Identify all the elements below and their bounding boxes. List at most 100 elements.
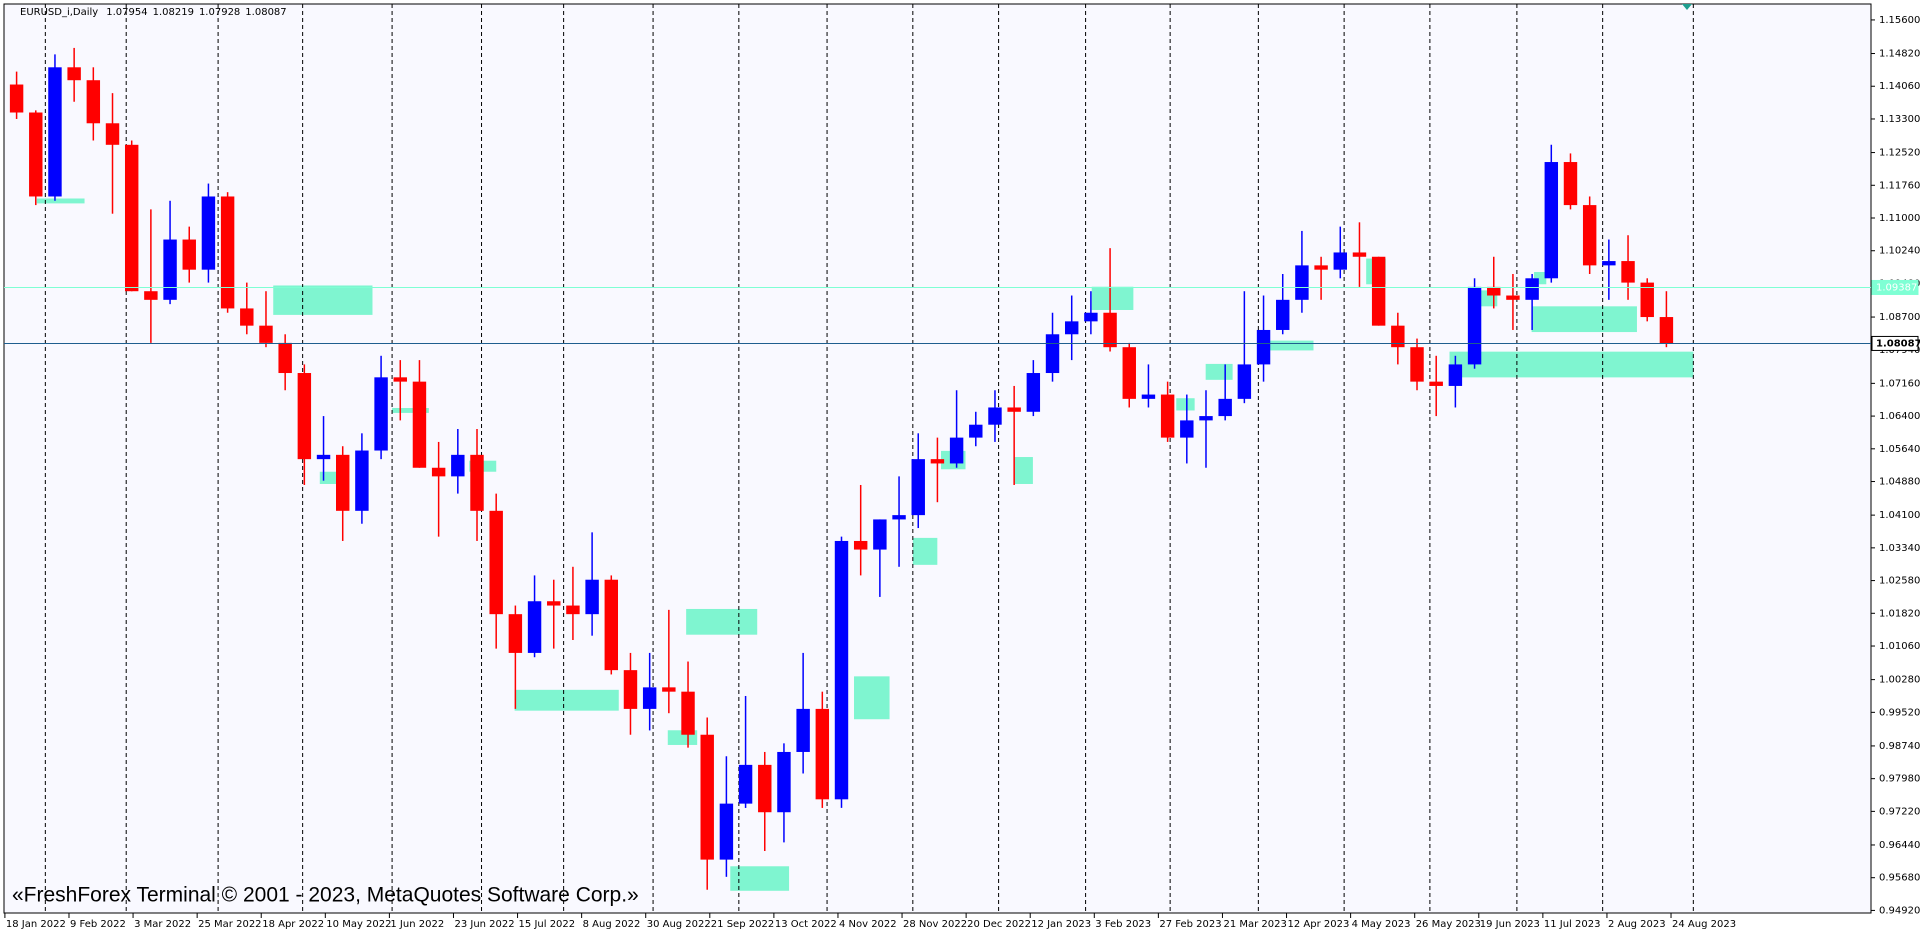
candle-body: [1371, 256, 1386, 326]
x-tick-label: 10 May 2022: [326, 919, 391, 930]
candle-body: [777, 751, 791, 813]
y-tick-label: 1.04100: [1879, 510, 1920, 521]
y-tick-label: 0.99520: [1879, 707, 1920, 718]
zone: [1091, 286, 1134, 310]
zone: [730, 866, 790, 891]
candle-body: [1295, 265, 1309, 300]
y-tick-label: 1.13300: [1879, 114, 1920, 125]
candle-body: [1563, 162, 1578, 206]
candle-body: [163, 239, 177, 300]
candle-body: [182, 239, 196, 270]
candle-body: [738, 764, 753, 804]
candle-body: [1467, 286, 1482, 365]
candle-body: [105, 123, 120, 145]
y-tick-label: 1.10240: [1879, 246, 1920, 257]
x-tick-label: 3 Feb 2023: [1095, 919, 1151, 930]
zone: [1259, 340, 1314, 351]
candle-body: [67, 67, 81, 81]
candle-body: [124, 144, 139, 292]
candle-body: [1160, 394, 1175, 438]
y-tick-label: 1.07160: [1879, 378, 1920, 389]
y-tick-label: 1.03340: [1879, 543, 1920, 554]
candle-body: [86, 80, 101, 124]
x-tick-label: 3 Mar 2022: [134, 919, 191, 930]
ohlc-open: 1.07954: [106, 7, 147, 18]
x-tick-label: 21 Sep 2022: [711, 919, 774, 930]
candle-body: [1487, 286, 1501, 296]
zone: [854, 676, 890, 720]
candle-body: [585, 579, 599, 615]
y-tick-label: 0.98740: [1879, 741, 1920, 752]
ohlc-high: 1.08219: [153, 7, 194, 18]
candle-body: [1525, 278, 1539, 300]
x-tick-label: 27 Feb 2023: [1159, 919, 1221, 930]
zone: [686, 608, 758, 635]
candle-body: [642, 687, 657, 709]
x-tick-label: 19 Jun 2023: [1480, 919, 1540, 930]
candle-body: [412, 381, 427, 468]
zone: [319, 471, 337, 484]
candle-body: [969, 424, 983, 438]
x-tick-label: 30 Aug 2022: [647, 919, 711, 930]
zone: [273, 285, 373, 315]
x-tick-label: 25 Mar 2022: [198, 919, 261, 930]
candle-body: [815, 708, 830, 800]
candle-body: [1180, 420, 1194, 438]
y-tick-label: 1.05640: [1879, 444, 1920, 455]
candle-body: [1621, 261, 1635, 283]
y-tick-label: 1.15600: [1879, 15, 1920, 26]
x-tick-label: 13 Oct 2022: [775, 919, 837, 930]
candle-body: [1007, 407, 1021, 412]
x-tick-label: 8 Aug 2022: [583, 919, 641, 930]
x-tick-label: 28 Nov 2022: [903, 919, 967, 930]
candle-body: [1602, 261, 1616, 266]
candle-body: [336, 454, 350, 511]
candle-body: [853, 540, 868, 550]
candle-body: [48, 67, 62, 197]
candle-body: [527, 601, 542, 653]
candle-body: [892, 515, 906, 520]
candle-body: [911, 459, 925, 516]
price-label: 1.09387: [1876, 282, 1917, 293]
candle-body: [451, 454, 465, 477]
ohlc-low: 1.07928: [199, 7, 240, 18]
candle-body: [1045, 334, 1060, 374]
x-tick-label: 11 Jul 2023: [1544, 919, 1601, 930]
zone: [36, 198, 85, 204]
candle-body: [1141, 394, 1156, 399]
candle-body: [662, 687, 676, 692]
zone: [912, 537, 938, 565]
x-tick-label: 21 Mar 2023: [1223, 919, 1286, 930]
y-tick-label: 0.95680: [1879, 873, 1920, 884]
candle-body: [988, 407, 1002, 425]
candle-body: [297, 373, 312, 460]
candle-body: [1064, 321, 1079, 335]
layers: 1.15600 1.14820 1.14060 1.13300 1.12520 1.117…: [4, 4, 1920, 930]
candle-body: [374, 377, 388, 451]
y-tick-label: 1.01060: [1879, 641, 1920, 652]
x-tick-label: 4 May 2023: [1352, 919, 1411, 930]
y-tick-label: 1.04880: [1879, 477, 1920, 488]
candle-body: [393, 377, 407, 382]
candle-body: [1084, 312, 1098, 322]
candle-body: [1026, 373, 1041, 412]
candle-body: [508, 614, 523, 653]
candle-body: [1333, 252, 1347, 270]
x-tick-label: 26 May 2023: [1416, 919, 1481, 930]
x-tick-label: 24 Aug 2023: [1672, 919, 1736, 930]
y-tick-label: 1.11000: [1879, 213, 1920, 224]
candle-body: [1410, 347, 1424, 382]
candle-body: [758, 764, 772, 813]
candle-body: [1391, 325, 1405, 348]
y-tick-label: 1.02580: [1879, 576, 1920, 587]
zone: [514, 689, 619, 711]
candle-body: [1237, 364, 1252, 399]
x-tick-label: 23 Jun 2022: [454, 919, 514, 930]
candle-body: [834, 540, 849, 800]
candle-body: [144, 291, 158, 300]
candle-body: [220, 196, 235, 309]
candle-body: [259, 325, 273, 343]
candle-body: [1544, 162, 1559, 279]
x-tick-label: 9 Feb 2022: [70, 919, 126, 930]
